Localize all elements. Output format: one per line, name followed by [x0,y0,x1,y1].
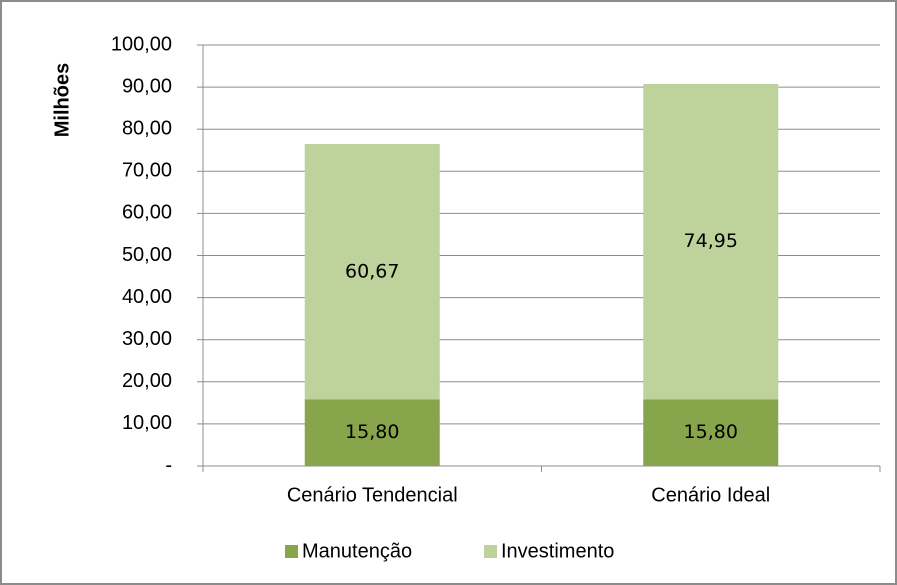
data-label: 15,80 [684,421,738,443]
y-tick-label: 60,00 [122,202,172,224]
y-tick-label: 80,00 [122,117,172,139]
y-tick-label: 90,00 [122,75,172,97]
y-tick-label: 10,00 [122,412,172,434]
x-tick-label: Cenário Tendencial [287,484,458,506]
y-tick-label: 50,00 [122,244,172,266]
y-tick-label: - [165,454,172,476]
bar-segment [304,144,440,400]
bar-segment [643,399,779,466]
bar-segment [643,83,779,400]
y-tick-label: 20,00 [122,370,172,392]
legend-label: Investimento [501,540,614,562]
legend-swatch [285,545,298,558]
legend-swatch [484,545,497,558]
y-tick-label: 100,00 [111,33,172,55]
data-label: 15,80 [345,421,399,443]
bar-segment [304,399,440,466]
legend-label: Manutenção [302,540,412,562]
data-label: 74,95 [684,230,738,252]
y-tick-label: 30,00 [122,328,172,350]
y-tick-label: 40,00 [122,286,172,308]
y-axis-label: Milhões [51,63,73,137]
x-tick-label: Cenário Ideal [651,484,770,506]
data-label: 60,67 [345,260,399,282]
y-tick-label: 70,00 [122,160,172,182]
